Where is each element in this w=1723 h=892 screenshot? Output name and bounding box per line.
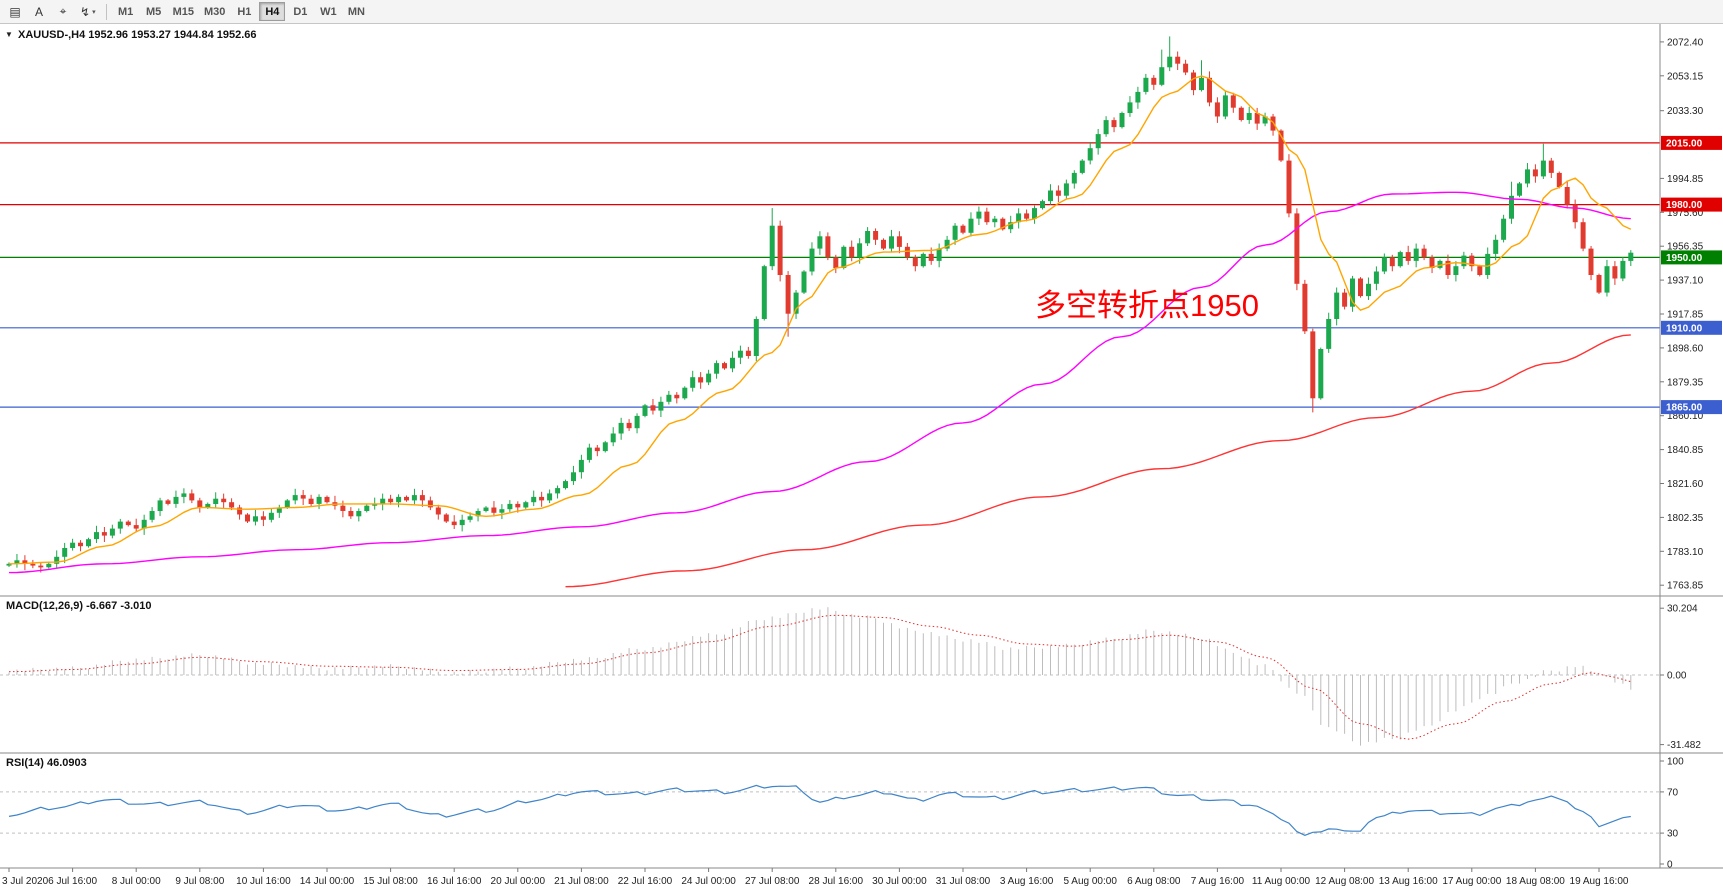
svg-text:1865.00: 1865.00: [1666, 403, 1703, 414]
svg-text:15 Jul 08:00: 15 Jul 08:00: [363, 876, 418, 887]
price-badge-1910.00: 1910.00: [1661, 320, 1722, 335]
svg-text:1994.85: 1994.85: [1667, 174, 1704, 185]
svg-text:1879.35: 1879.35: [1667, 377, 1704, 388]
dropdown-caret-icon: ▾: [92, 8, 96, 16]
collapse-triangle-icon[interactable]: ▼: [5, 30, 13, 39]
svg-text:14 Jul 00:00: 14 Jul 00:00: [300, 876, 355, 887]
crosshair-tool[interactable]: ⌖: [52, 2, 74, 21]
candles: [6, 36, 1634, 573]
svg-text:9 Jul 08:00: 9 Jul 08:00: [175, 876, 224, 887]
svg-text:30 Jul 00:00: 30 Jul 00:00: [872, 876, 927, 887]
chart-svg[interactable]: 多空转折点1950 ▼ XAUUSD-,H4 1952.96 1953.27 194…: [0, 24, 1723, 892]
svg-text:7 Aug 16:00: 7 Aug 16:00: [1191, 876, 1245, 887]
svg-text:70: 70: [1667, 787, 1679, 798]
svg-text:1763.85: 1763.85: [1667, 581, 1704, 592]
rsi-label: RSI(14) 46.0903: [6, 757, 87, 769]
svg-text:1802.35: 1802.35: [1667, 513, 1704, 524]
timeframe-m15-button[interactable]: M15: [169, 2, 198, 21]
timeframe-h1-button[interactable]: H1: [231, 2, 257, 21]
svg-text:11 Aug 00:00: 11 Aug 00:00: [1252, 876, 1311, 887]
timeframe-h4-button[interactable]: H4: [259, 2, 286, 21]
svg-text:30: 30: [1667, 829, 1679, 840]
symbol-ohlc-title: XAUUSD-,H4 1952.96 1953.27 1944.84 1952.…: [18, 29, 257, 41]
svg-text:1898.60: 1898.60: [1667, 343, 1704, 354]
svg-text:100: 100: [1667, 757, 1684, 768]
svg-text:1821.60: 1821.60: [1667, 479, 1704, 490]
svg-text:6 Aug 08:00: 6 Aug 08:00: [1127, 876, 1181, 887]
svg-text:2053.15: 2053.15: [1667, 71, 1704, 82]
timeframe-m1-button[interactable]: M1: [113, 2, 139, 21]
timeframe-m30-button[interactable]: M30: [200, 2, 229, 21]
price-badge-1950.00: 1950.00: [1661, 250, 1722, 265]
svg-text:3 Aug 16:00: 3 Aug 16:00: [1000, 876, 1054, 887]
svg-text:28 Jul 16:00: 28 Jul 16:00: [809, 876, 864, 887]
svg-text:16 Jul 16:00: 16 Jul 16:00: [427, 876, 482, 887]
svg-text:1956.35: 1956.35: [1667, 242, 1704, 253]
svg-text:1950.00: 1950.00: [1666, 253, 1703, 264]
svg-text:12 Aug 08:00: 12 Aug 08:00: [1315, 876, 1374, 887]
svg-text:27 Jul 08:00: 27 Jul 08:00: [745, 876, 800, 887]
zigzag-tool[interactable]: ↯ ▾: [76, 2, 100, 21]
svg-text:18 Aug 08:00: 18 Aug 08:00: [1506, 876, 1565, 887]
svg-text:8 Jul 00:00: 8 Jul 00:00: [112, 876, 161, 887]
chart-background: [0, 24, 1723, 892]
svg-text:19 Aug 16:00: 19 Aug 16:00: [1570, 876, 1629, 887]
chart-title: ▼ XAUUSD-,H4 1952.96 1953.27 1944.84 1952…: [5, 29, 257, 41]
svg-text:6 Jul 16:00: 6 Jul 16:00: [48, 876, 97, 887]
svg-text:1975.60: 1975.60: [1667, 208, 1704, 219]
macd-pane: MACD(12,26,9) -6.667 -3.010: [0, 600, 1660, 746]
macd-label: MACD(12,26,9) -6.667 -3.010: [6, 600, 152, 612]
svg-text:13 Aug 16:00: 13 Aug 16:00: [1379, 876, 1438, 887]
svg-text:21 Jul 08:00: 21 Jul 08:00: [554, 876, 609, 887]
ma-slow-line: [565, 334, 1631, 588]
svg-text:0: 0: [1667, 860, 1673, 871]
timeframe-m5-button[interactable]: M5: [141, 2, 167, 21]
svg-text:1917.85: 1917.85: [1667, 310, 1704, 321]
price-badge-2015.00: 2015.00: [1661, 135, 1722, 150]
macd-histogram: [8, 607, 1632, 746]
price-badge-1980.00: 1980.00: [1661, 197, 1722, 212]
svg-text:1860.10: 1860.10: [1667, 411, 1704, 422]
time-axis[interactable]: 3 Jul 2020 6 Jul 16:00 8 Jul 00:00 9 Jul 08…: [2, 868, 1629, 887]
svg-text:1910.00: 1910.00: [1666, 323, 1703, 334]
rsi-axis[interactable]: 100 70 30 0: [1660, 757, 1684, 871]
svg-text:1937.10: 1937.10: [1667, 276, 1704, 287]
timeframe-d1-button[interactable]: D1: [287, 2, 313, 21]
chart-annotation-text[interactable]: 多空转折点1950: [1035, 288, 1259, 323]
price-badge-1865.00: 1865.00: [1661, 400, 1722, 415]
price-axis[interactable]: 2072.40 2053.15 2033.30 1994.85 1975.60 1956.…: [1660, 37, 1722, 592]
svg-text:24 Jul 00:00: 24 Jul 00:00: [681, 876, 736, 887]
svg-text:30.204: 30.204: [1667, 604, 1698, 615]
toolbar-separator: [105, 3, 107, 20]
svg-text:2072.40: 2072.40: [1667, 37, 1704, 48]
svg-text:1783.10: 1783.10: [1667, 547, 1704, 558]
rsi-pane: RSI(14) 46.0903: [0, 757, 1660, 836]
text-tool[interactable]: A: [28, 2, 50, 21]
svg-text:10 Jul 16:00: 10 Jul 16:00: [236, 876, 291, 887]
rsi-line: [8, 784, 1631, 836]
svg-text:1840.85: 1840.85: [1667, 445, 1704, 456]
timeframe-w1-button[interactable]: W1: [315, 2, 341, 21]
svg-text:2015.00: 2015.00: [1666, 138, 1703, 149]
ma-fast-line: [8, 75, 1632, 565]
svg-text:0.00: 0.00: [1667, 671, 1687, 682]
macd-axis[interactable]: 30.204 0.00 -31.482: [1660, 604, 1701, 751]
svg-text:17 Aug 00:00: 17 Aug 00:00: [1442, 876, 1501, 887]
svg-text:31 Jul 08:00: 31 Jul 08:00: [936, 876, 991, 887]
main-toolbar: ▤ A ⌖ ↯ ▾ M1 M5 M15 M30 H1 H4 D1 W1 MN: [0, 0, 1723, 24]
svg-text:5 Aug 00:00: 5 Aug 00:00: [1064, 876, 1118, 887]
list-icon[interactable]: ▤: [4, 2, 26, 21]
ma-mid-line: [8, 191, 1631, 574]
svg-text:22 Jul 16:00: 22 Jul 16:00: [618, 876, 673, 887]
svg-text:-31.482: -31.482: [1667, 740, 1701, 751]
svg-text:3 Jul 2020: 3 Jul 2020: [2, 876, 49, 887]
timeframe-mn-button[interactable]: MN: [343, 2, 369, 21]
svg-text:2033.30: 2033.30: [1667, 106, 1704, 117]
svg-text:1980.00: 1980.00: [1666, 200, 1703, 211]
svg-text:20 Jul 00:00: 20 Jul 00:00: [491, 876, 546, 887]
